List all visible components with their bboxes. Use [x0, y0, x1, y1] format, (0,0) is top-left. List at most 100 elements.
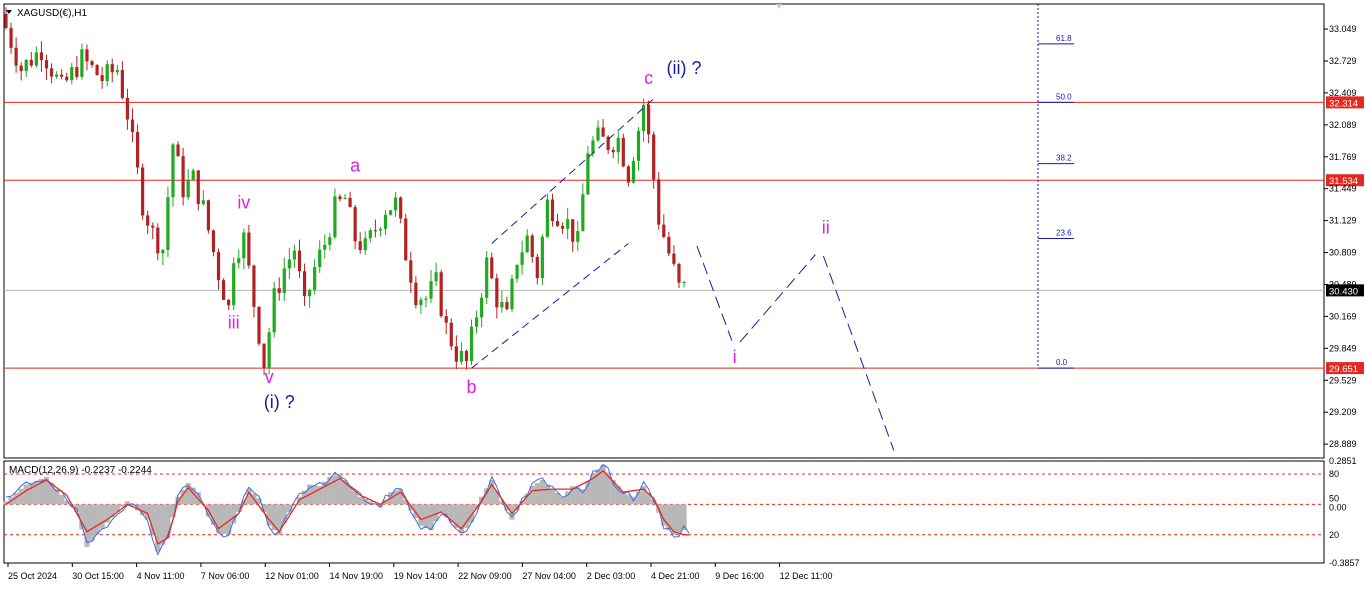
macd-histogram-bar [119, 504, 125, 507]
candle-body [14, 47, 18, 66]
candle-body [110, 64, 114, 73]
candle-body [657, 179, 661, 225]
candle-body [247, 232, 251, 266]
candle-body [429, 281, 433, 299]
price-level-tag-label: 31.534 [1329, 176, 1358, 187]
candle-body [29, 59, 33, 66]
candle-body [105, 64, 109, 82]
candle-body [368, 230, 372, 239]
candle-body [495, 278, 499, 308]
time-tick-label: 14 Nov 19:00 [330, 571, 384, 581]
candle-body [287, 259, 291, 269]
candle-body [363, 238, 367, 251]
candle-body [186, 179, 190, 198]
macd-histogram-bar [271, 504, 277, 531]
candle-body [611, 150, 615, 153]
price-tick-label: 29.209 [1329, 407, 1357, 417]
macd-histogram-bar [570, 486, 576, 505]
macd-histogram-bar [595, 469, 601, 505]
macd-histogram-bar [524, 493, 530, 505]
macd-histogram-bar [18, 488, 24, 505]
candle-body [409, 260, 413, 283]
wave-label: iii [228, 312, 240, 332]
candle-body [626, 166, 630, 183]
candle-body [171, 144, 175, 198]
macd-histogram-bar [499, 501, 505, 505]
macd-histogram-bar [266, 504, 272, 526]
macd-histogram-bar [590, 473, 596, 505]
macd-histogram-bar [443, 504, 449, 518]
macd-histogram-bar [438, 504, 444, 512]
macd-histogram-bar [585, 481, 591, 505]
symbol-title: XAGUSD(€),H1 [17, 8, 87, 19]
wave-label: a [350, 156, 361, 176]
main-panel-frame [3, 3, 1325, 459]
macd-histogram-bar [473, 504, 480, 510]
macd-signal-line [5, 470, 690, 545]
candle-body [449, 322, 453, 347]
candle-body [561, 225, 565, 229]
time-tick-label: 12 Nov 01:00 [265, 571, 319, 581]
wave-label: v [265, 367, 274, 387]
candle-body [95, 65, 99, 76]
macd-histogram-bar [94, 504, 100, 535]
candle-body [404, 218, 408, 261]
candle-body [318, 249, 322, 268]
candle-body [667, 236, 671, 254]
macd-histogram-bar [418, 504, 424, 526]
candle-body [176, 144, 180, 157]
main-price-panel: 61.8 50.0 38.2 23.6 0.0 [3, 3, 1325, 459]
candle-body [267, 332, 271, 369]
macd-histogram-bar [215, 504, 222, 534]
macd-histogram-bar [347, 486, 353, 505]
candle-body [540, 236, 544, 279]
candle-body [166, 197, 170, 250]
macd-histogram-bar [423, 504, 429, 528]
macd-histogram-bar [408, 504, 414, 511]
candle-body [191, 170, 195, 180]
time-tick-label: 27 Nov 04:00 [522, 571, 576, 581]
macd-histogram-bar [54, 489, 60, 505]
candle-body [621, 137, 625, 167]
macd-histogram-bar [398, 489, 404, 505]
projection-line [739, 254, 816, 343]
candle-body [530, 235, 534, 257]
time-tick-label: 19 Nov 14:00 [394, 571, 448, 581]
macd-histogram-bar [79, 504, 85, 530]
macd-histogram-bar [529, 486, 535, 505]
price-tick-label: 32.729 [1329, 56, 1357, 66]
candle-body [378, 228, 383, 231]
price-level-tag [1326, 362, 1364, 375]
macd-histogram-bar [635, 491, 642, 505]
channel-line [471, 243, 629, 369]
macd-tick-label: 20 [1329, 530, 1339, 540]
candle-body [49, 68, 54, 77]
candle-body [44, 60, 49, 69]
macd-histogram-bar [605, 472, 611, 505]
price-level-tag-label: 32.314 [1329, 98, 1358, 109]
candle-body [242, 232, 246, 259]
candle-body [550, 199, 555, 222]
macd-histogram-bar [681, 504, 687, 531]
macd-histogram-bar [509, 504, 515, 520]
macd-histogram-bar [150, 504, 156, 536]
macd-histogram-bar [468, 504, 475, 523]
candle-body [434, 272, 438, 282]
macd-histogram-bar [534, 483, 540, 505]
candle-body [75, 67, 79, 77]
macd-histogram-bar [190, 487, 196, 505]
macd-histogram-bar [575, 487, 581, 505]
candle-body [505, 301, 509, 310]
candle-body [454, 346, 458, 362]
time-tick-label: 4 Dec 21:00 [651, 571, 700, 581]
candle-body [272, 288, 276, 333]
candle-body [631, 160, 636, 183]
macd-histogram-bar [48, 483, 55, 505]
wave-label: c [644, 68, 653, 88]
candle-body [469, 326, 474, 362]
macd-histogram-bar [236, 504, 242, 512]
candle-body [459, 350, 463, 362]
candle-body [125, 97, 130, 120]
